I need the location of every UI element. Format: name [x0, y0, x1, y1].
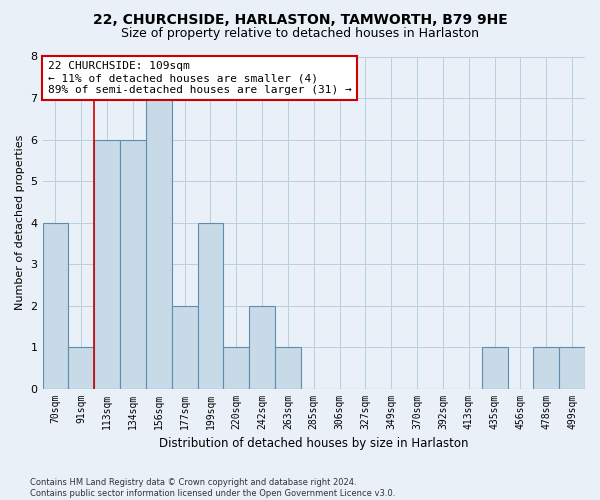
Bar [275, 347, 301, 389]
Bar [146, 98, 172, 388]
Bar [533, 347, 559, 389]
Bar [223, 347, 249, 389]
Y-axis label: Number of detached properties: Number of detached properties [15, 135, 25, 310]
Text: 22, CHURCHSIDE, HARLASTON, TAMWORTH, B79 9HE: 22, CHURCHSIDE, HARLASTON, TAMWORTH, B79… [92, 12, 508, 26]
Bar [172, 306, 197, 388]
X-axis label: Distribution of detached houses by size in Harlaston: Distribution of detached houses by size … [159, 437, 469, 450]
Bar [68, 347, 94, 389]
Bar [249, 306, 275, 388]
Bar [482, 347, 508, 389]
Bar [120, 140, 146, 388]
Bar [559, 347, 585, 389]
Text: 22 CHURCHSIDE: 109sqm
← 11% of detached houses are smaller (4)
89% of semi-detac: 22 CHURCHSIDE: 109sqm ← 11% of detached … [48, 62, 352, 94]
Text: Size of property relative to detached houses in Harlaston: Size of property relative to detached ho… [121, 28, 479, 40]
Bar [197, 222, 223, 388]
Bar [94, 140, 120, 388]
Text: Contains HM Land Registry data © Crown copyright and database right 2024.
Contai: Contains HM Land Registry data © Crown c… [30, 478, 395, 498]
Bar [43, 222, 68, 388]
